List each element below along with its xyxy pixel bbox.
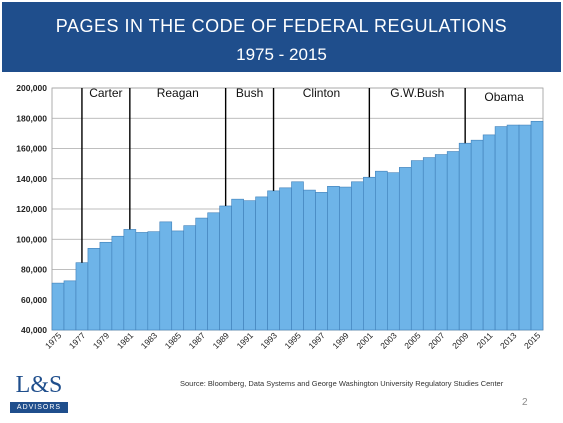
x-tick-label: 1979 xyxy=(91,330,112,351)
y-tick-label: 180,000 xyxy=(16,113,47,123)
title-banner: PAGES IN THE CODE OF FEDERAL REGULATIONS… xyxy=(2,2,561,72)
x-tick-label: 2009 xyxy=(450,330,471,351)
bar xyxy=(339,186,352,331)
bar xyxy=(195,217,208,331)
bar xyxy=(87,248,101,331)
x-tick-label: 2005 xyxy=(402,330,423,351)
bar xyxy=(63,280,77,331)
y-tick-label: 100,000 xyxy=(16,234,47,244)
y-tick-label: 80,000 xyxy=(21,265,47,275)
bar xyxy=(135,232,149,331)
bar xyxy=(470,139,484,331)
bar xyxy=(291,181,304,331)
x-tick-label: 1987 xyxy=(187,330,208,351)
logo-subtext: ADVISORS xyxy=(10,402,68,413)
x-tick-label: 1989 xyxy=(211,330,232,351)
bar xyxy=(231,198,244,331)
bar xyxy=(267,190,280,331)
x-tick-label: 1981 xyxy=(115,330,136,351)
bar xyxy=(446,151,460,331)
bar xyxy=(75,262,89,331)
bar xyxy=(506,124,520,331)
chart-title: PAGES IN THE CODE OF FEDERAL REGULATIONS xyxy=(55,16,508,36)
y-tick-label: 200,000 xyxy=(16,83,47,93)
x-tick-label: 2001 xyxy=(354,330,375,351)
x-tick-label: 2007 xyxy=(426,330,447,351)
bar xyxy=(398,167,412,331)
bar xyxy=(482,134,496,331)
x-tick-label: 1999 xyxy=(330,330,351,351)
bar-chart: 40,000 60,000 80,000 100,000 120,000 140,000 1… xyxy=(16,83,544,351)
logo-mark: L&S xyxy=(15,372,63,398)
bar xyxy=(518,124,532,331)
bar xyxy=(327,186,340,331)
bar xyxy=(387,172,400,331)
bar xyxy=(422,157,436,331)
bar xyxy=(159,221,173,331)
bar xyxy=(147,231,161,331)
x-tick-label: 1983 xyxy=(139,330,160,351)
bar xyxy=(494,126,508,331)
bar xyxy=(530,120,544,331)
bar xyxy=(279,187,292,331)
page-number: 2 xyxy=(522,397,528,408)
presidency-label: Clinton xyxy=(303,86,340,100)
x-tick-label: 2013 xyxy=(498,330,519,351)
y-tick-label: 140,000 xyxy=(16,174,47,184)
ls-advisors-logo: L&S ADVISORS xyxy=(10,371,68,415)
presidency-label: G.W.Bush xyxy=(390,86,444,100)
x-tick-label: 1993 xyxy=(259,330,280,351)
x-tick-label: 1995 xyxy=(282,330,303,351)
bar xyxy=(434,154,448,331)
bar xyxy=(51,282,65,331)
bar xyxy=(375,170,388,331)
y-tick-label: 60,000 xyxy=(21,295,47,305)
bar xyxy=(99,241,113,331)
bar xyxy=(410,160,424,331)
bar xyxy=(315,192,328,331)
x-tick-label: 1991 xyxy=(235,330,256,351)
presidency-label: Obama xyxy=(484,90,524,104)
bar xyxy=(207,212,220,331)
bar xyxy=(123,229,137,331)
bar xyxy=(243,200,256,331)
bar xyxy=(363,176,376,331)
bar xyxy=(458,142,472,331)
bar xyxy=(183,225,197,331)
source-note: Source: Bloomberg, Data Systems and Geor… xyxy=(180,379,504,388)
y-tick-label: 120,000 xyxy=(16,204,47,214)
x-tick-label: 1977 xyxy=(67,330,88,351)
chart-subtitle: 1975 - 2015 xyxy=(236,45,327,64)
x-tick-label: 2011 xyxy=(475,330,495,350)
x-tick-label: 1997 xyxy=(306,330,327,351)
bar xyxy=(255,196,268,331)
x-tick-label: 2015 xyxy=(522,330,543,351)
x-tick-label: 2003 xyxy=(378,330,399,351)
y-tick-label: 40,000 xyxy=(21,325,47,335)
bar xyxy=(219,205,232,331)
y-tick-label: 160,000 xyxy=(16,144,47,154)
bar xyxy=(351,181,364,331)
presidency-label: Bush xyxy=(236,86,263,100)
bar xyxy=(111,235,125,331)
bar xyxy=(303,189,316,331)
bar xyxy=(171,230,185,331)
x-tick-label: 1985 xyxy=(163,330,184,351)
presidency-label: Reagan xyxy=(157,86,199,100)
presidency-label: Carter xyxy=(89,86,122,100)
